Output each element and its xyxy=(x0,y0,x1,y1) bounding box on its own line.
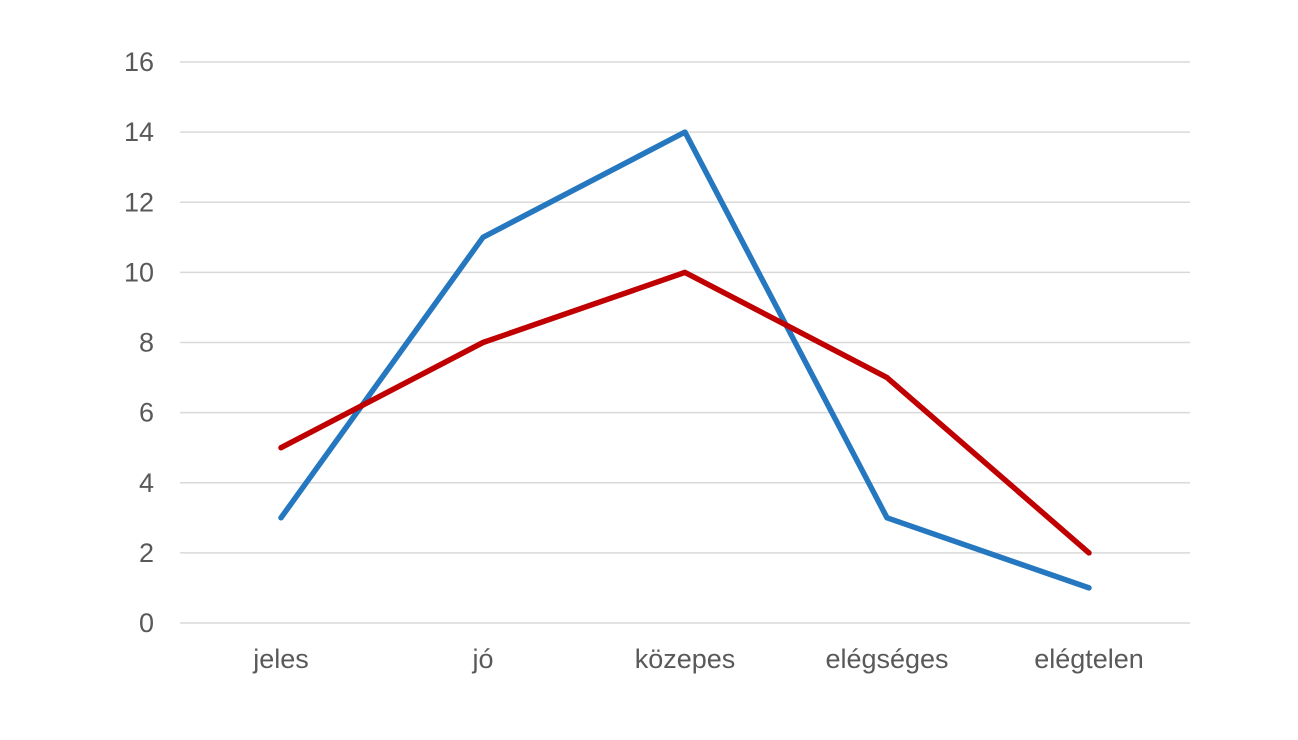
y-tick-label: 0 xyxy=(139,608,154,638)
x-axis-label: közepes xyxy=(635,644,736,674)
x-axis-label: elégtelen xyxy=(1034,644,1144,674)
y-tick-label: 14 xyxy=(124,117,154,147)
y-tick-label: 4 xyxy=(139,468,154,498)
series-line-1 xyxy=(278,129,1092,591)
x-axis-label: jó xyxy=(471,644,493,674)
y-tick-label: 10 xyxy=(124,257,154,287)
y-tick-label: 6 xyxy=(139,398,154,428)
y-tick-label: 2 xyxy=(139,538,154,568)
y-tick-label: 16 xyxy=(124,47,154,77)
y-tick-label: 8 xyxy=(139,328,154,358)
series-line-2 xyxy=(278,269,1092,556)
x-axis-label: jeles xyxy=(252,644,309,674)
x-axis-label: elégséges xyxy=(825,644,948,674)
y-tick-label: 12 xyxy=(124,187,154,217)
